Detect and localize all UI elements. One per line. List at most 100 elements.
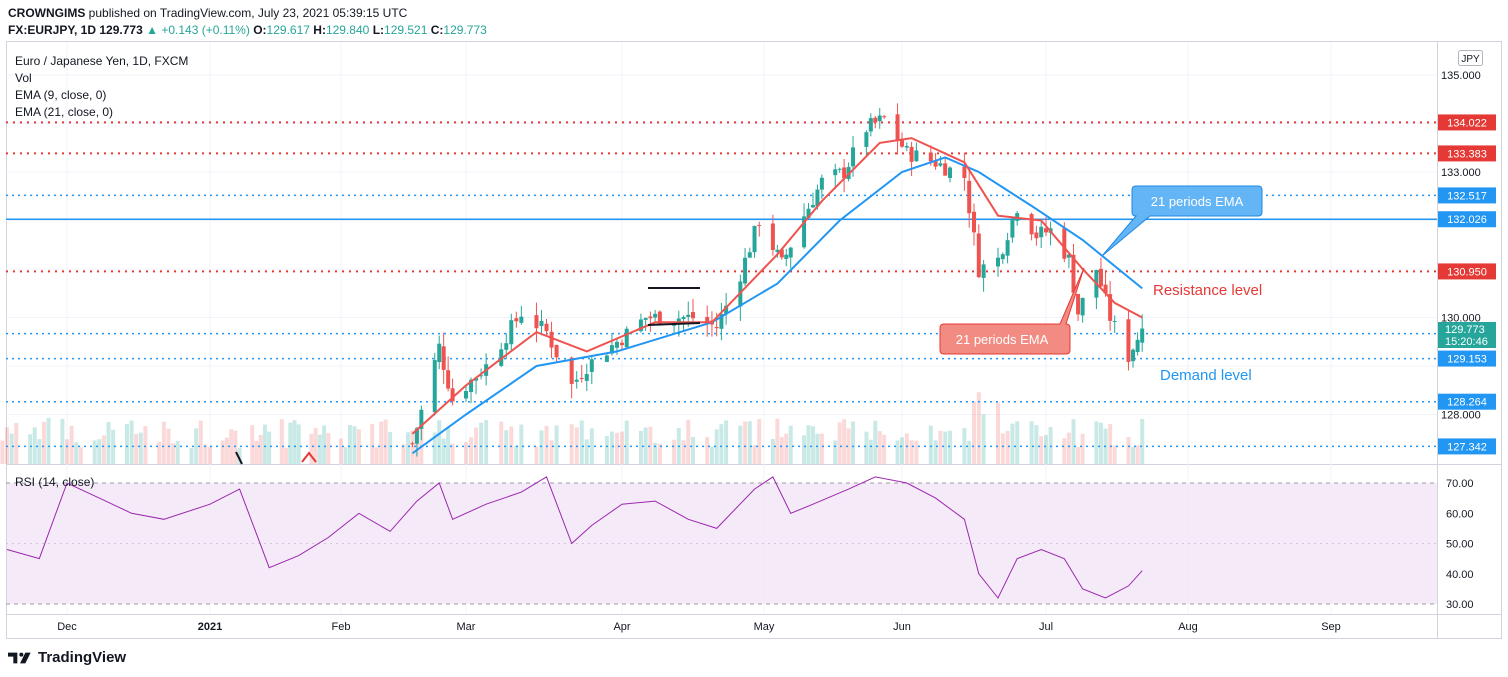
candle-body [579,377,584,379]
volume-bar [296,424,301,464]
volume-bar [92,440,97,464]
volume-bar [904,433,909,464]
candle-body [779,249,784,258]
candle-body [788,247,793,258]
volume-bar [464,442,468,464]
volume-bar [1066,432,1071,464]
volume-bar [609,431,614,464]
up-arrow-icon: ▲ [146,23,158,37]
volume-bar [220,440,225,464]
tradingview-brand: TradingView [38,649,127,666]
volume-bar [868,439,873,464]
volume-bar [383,419,388,464]
volume-bar [432,432,437,464]
level-tag-text: 127.342 [1447,441,1487,453]
volume-bar [738,425,743,464]
candles [410,103,1145,457]
volume-bar [705,437,710,464]
candle-body [410,443,415,445]
volume-bar [657,443,662,464]
ema21-callout-top: 21 periods EMA [1101,185,1263,257]
volume-bar [549,440,554,464]
level-tag [1438,145,1496,162]
time-tick-label: Sep [1321,621,1341,633]
volume-bar [928,425,933,464]
volume-bar [747,421,752,464]
volume-bar [504,430,509,464]
level-tag [1438,393,1496,410]
volume-bar [1140,418,1145,464]
candle-body [714,326,719,329]
candle-body [624,328,629,348]
candle-body [933,161,938,167]
candle-body [928,152,933,162]
time-tick-label: May [754,621,775,633]
candle-body [504,343,509,350]
price-axis-ticks: 135.000 133.000 130.000 128.000 [1441,70,1481,422]
volume-bar [909,440,914,464]
candle-body [691,312,695,319]
volume-bar [1131,446,1136,464]
volume-bar [474,427,479,464]
candle-body [770,223,775,250]
legend-ema21: EMA (21, close, 0) [15,105,113,119]
volume-bar [802,435,807,464]
volume-bar [138,432,143,464]
volume-bar [819,433,824,464]
candle-body [747,252,752,258]
volume-bar [976,392,981,464]
candle-body [1044,228,1048,233]
volume-bar [1108,424,1113,464]
candle-body [544,323,549,332]
legend-vol: Vol [15,71,32,85]
candle-body [469,379,474,392]
candle-body [419,409,424,429]
publish-text: published on TradingView.com, July 23, 2… [88,6,408,20]
level-tag [1438,438,1496,455]
level-tag [1438,114,1496,131]
candle-body [519,316,524,323]
volume-bar [175,440,180,464]
candle-body [873,117,878,123]
volume-bar [401,444,406,464]
volume-bar [60,418,65,464]
level-tag-text: 132.517 [1447,190,1487,202]
volume-bar [534,446,539,464]
tradingview-logo[interactable]: TradingView [8,649,126,666]
rsi-tick-label: 30.00 [1446,599,1474,611]
close-value: 129.773 [443,23,487,37]
volume-bar [724,420,729,464]
volume-bar [233,430,238,464]
candle-body [810,205,815,208]
volume-bar [1005,430,1010,464]
candle-body [1098,268,1103,287]
candle-body [432,360,437,413]
time-tick-label: Mar [457,621,476,633]
volume-bar [194,428,199,464]
volume-bar [0,440,5,464]
ema21-callout-top-text: 21 periods EMA [1151,194,1244,209]
volume-bar [895,440,900,464]
currency-badge[interactable] [1458,50,1483,66]
candle-body [909,146,914,162]
candle-body [1140,328,1145,343]
candle-body [653,313,658,318]
volume-bar [544,425,549,464]
volume-bar [1126,436,1131,464]
volume-bar [69,425,74,464]
chart-frame [6,41,1502,639]
publish-header: CROWNGIMS published on TradingView.com, … [8,6,407,20]
volume-bar [691,436,695,464]
candle-body [996,257,1000,267]
volume-bar [624,420,629,464]
candle-body [657,311,662,325]
volume-bar [788,425,793,464]
volume-bar [614,432,619,464]
volume-bar [157,441,162,464]
candle-body [1135,339,1140,353]
currency-label: JPY [1461,54,1480,65]
volume-bar [1062,438,1067,464]
volume-bar [962,428,967,464]
time-tick-label: 2021 [198,621,222,633]
